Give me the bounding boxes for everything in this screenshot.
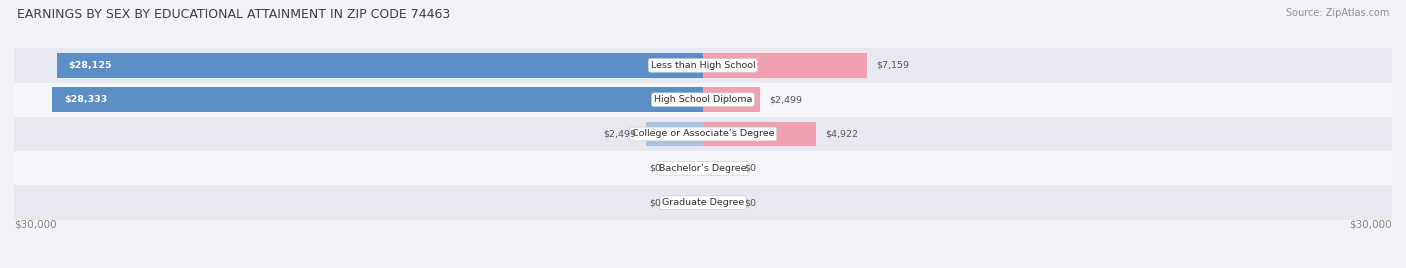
Text: EARNINGS BY SEX BY EDUCATIONAL ATTAINMENT IN ZIP CODE 74463: EARNINGS BY SEX BY EDUCATIONAL ATTAINMEN… bbox=[17, 8, 450, 21]
Text: Less than High School: Less than High School bbox=[651, 61, 755, 70]
Text: $2,499: $2,499 bbox=[603, 129, 637, 139]
FancyBboxPatch shape bbox=[14, 117, 1392, 151]
FancyBboxPatch shape bbox=[703, 87, 761, 112]
Text: Graduate Degree: Graduate Degree bbox=[662, 198, 744, 207]
Text: $0: $0 bbox=[744, 164, 756, 173]
Text: College or Associate’s Degree: College or Associate’s Degree bbox=[631, 129, 775, 139]
Text: $30,000: $30,000 bbox=[14, 220, 56, 230]
Text: High School Diploma: High School Diploma bbox=[654, 95, 752, 104]
Text: $4,922: $4,922 bbox=[825, 129, 858, 139]
FancyBboxPatch shape bbox=[52, 87, 703, 112]
FancyBboxPatch shape bbox=[58, 53, 703, 78]
Text: $0: $0 bbox=[650, 164, 662, 173]
Text: $0: $0 bbox=[650, 198, 662, 207]
FancyBboxPatch shape bbox=[14, 185, 1392, 220]
FancyBboxPatch shape bbox=[14, 83, 1392, 117]
FancyBboxPatch shape bbox=[703, 53, 868, 78]
Text: $0: $0 bbox=[744, 198, 756, 207]
FancyBboxPatch shape bbox=[14, 48, 1392, 83]
Text: $28,333: $28,333 bbox=[63, 95, 107, 104]
Text: $7,159: $7,159 bbox=[876, 61, 910, 70]
Text: $2,499: $2,499 bbox=[769, 95, 803, 104]
Text: Source: ZipAtlas.com: Source: ZipAtlas.com bbox=[1285, 8, 1389, 18]
FancyBboxPatch shape bbox=[14, 151, 1392, 185]
Text: $28,125: $28,125 bbox=[69, 61, 112, 70]
Text: $30,000: $30,000 bbox=[1350, 220, 1392, 230]
Text: Bachelor’s Degree: Bachelor’s Degree bbox=[659, 164, 747, 173]
FancyBboxPatch shape bbox=[645, 122, 703, 146]
FancyBboxPatch shape bbox=[703, 122, 815, 146]
